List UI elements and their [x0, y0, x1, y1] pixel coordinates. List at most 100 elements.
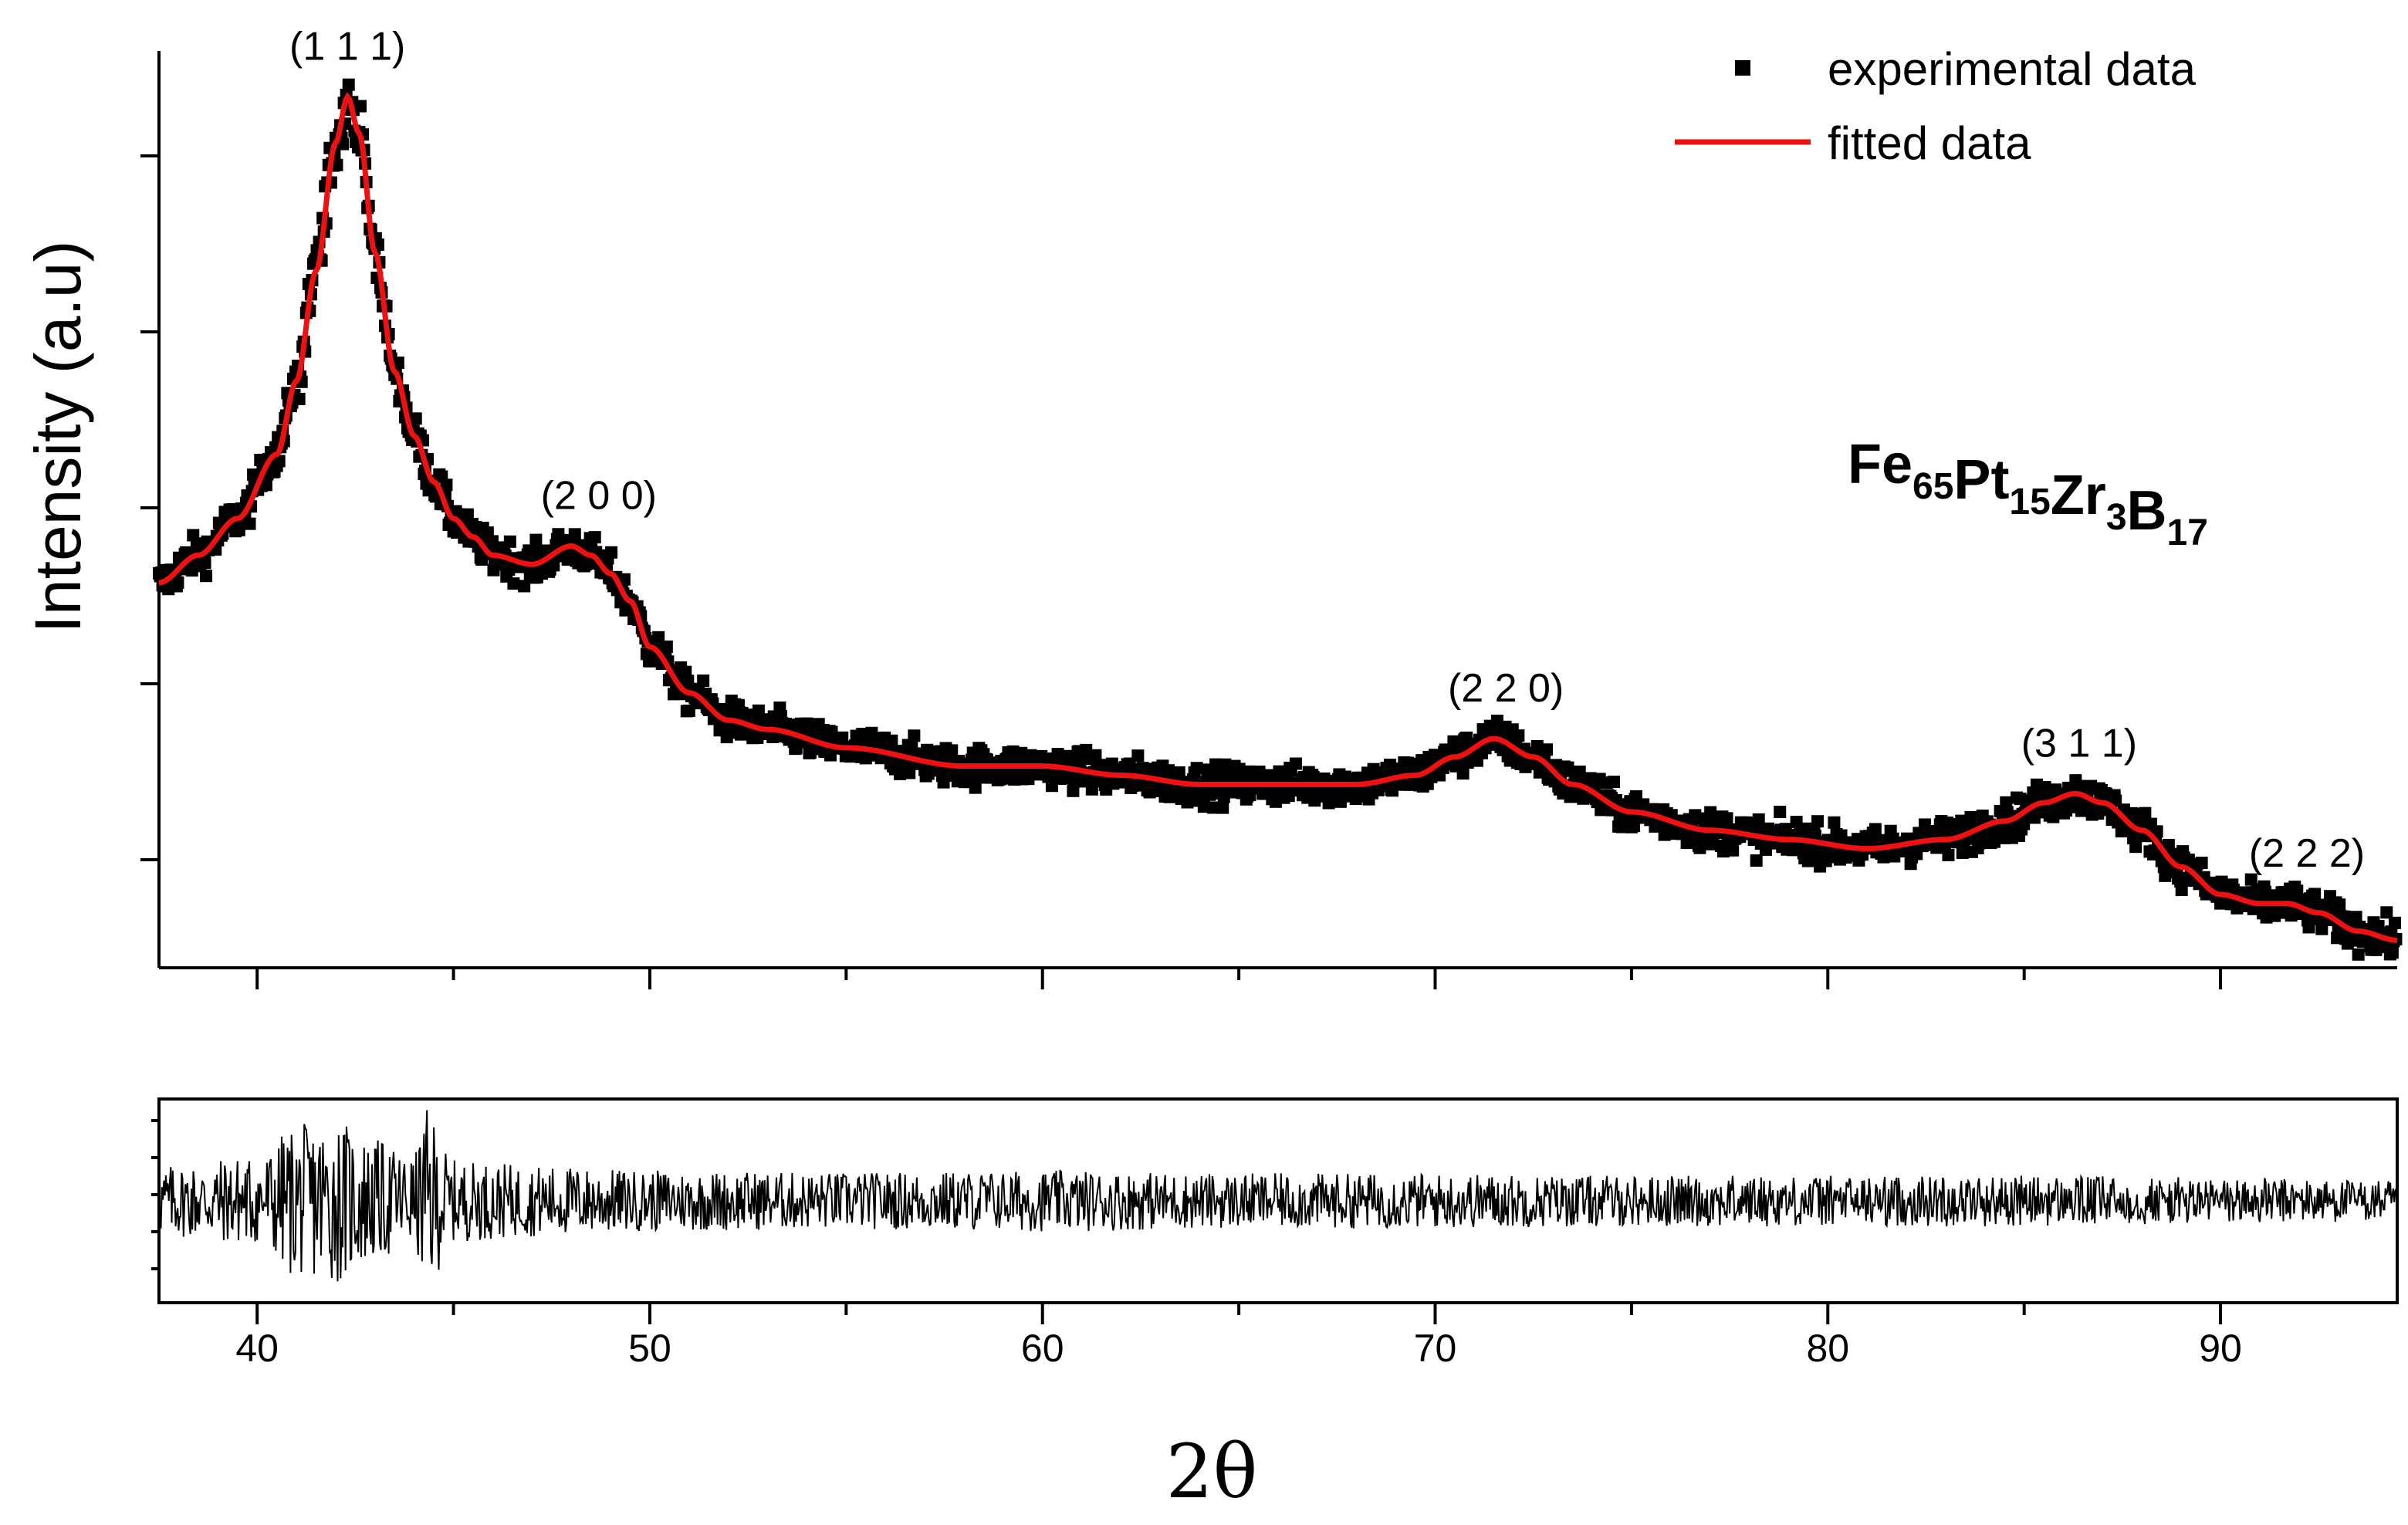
- experimental-point: [1790, 816, 1803, 829]
- experimental-point: [1216, 801, 1229, 814]
- experimental-point: [2000, 796, 2013, 809]
- peak-label: (3 1 1): [2021, 721, 2137, 766]
- formula-element: Pt: [1953, 449, 2009, 511]
- peak-label: (2 2 0): [1448, 666, 1564, 711]
- experimental-point: [1720, 812, 1733, 825]
- experimental-point: [908, 729, 921, 742]
- experimental-point: [945, 744, 959, 757]
- experimental-point: [171, 576, 184, 589]
- experimental-point: [2333, 898, 2346, 911]
- x-tick-label: 90: [2199, 1327, 2242, 1370]
- experimental-point: [885, 734, 898, 747]
- experimental-point: [652, 631, 665, 644]
- experimental-point: [198, 556, 211, 570]
- experimental-point: [969, 781, 982, 794]
- experimental-point: [1089, 749, 1102, 762]
- formula-element: Fe: [1848, 434, 1913, 495]
- legend-marker-experimental: [1735, 60, 1750, 76]
- experimental-point: [660, 640, 673, 653]
- peak-label: (2 0 0): [541, 474, 657, 519]
- residual-line: [158, 1110, 2397, 1282]
- x-tick-label: 70: [1414, 1327, 1457, 1370]
- experimental-point: [1197, 800, 1210, 813]
- experimental-point: [836, 731, 849, 744]
- experimental-point: [1067, 784, 1080, 797]
- experimental-point: [1828, 816, 1841, 829]
- experimental-point: [2175, 884, 2188, 897]
- x-axis-label: 2θ: [1166, 1429, 1258, 1515]
- formula-element: Zr: [2051, 465, 2106, 526]
- experimental-point: [529, 533, 543, 546]
- experimental-point: [1752, 813, 1765, 826]
- experimental-point: [330, 158, 343, 171]
- experimental-point: [440, 478, 453, 492]
- peak-label: (1 1 1): [289, 24, 405, 69]
- experimental-point: [1456, 767, 1469, 780]
- x-tick-label: 50: [628, 1327, 671, 1370]
- experimental-point: [697, 675, 710, 688]
- legend: experimental data fitted data: [1675, 43, 2197, 169]
- x-tick-label: 40: [235, 1327, 279, 1370]
- experimental-point: [2388, 916, 2401, 929]
- experimental-point: [518, 580, 531, 593]
- residual-frame: [157, 1097, 2399, 1304]
- experimental-point: [200, 570, 213, 583]
- experimental-point: [1512, 729, 1525, 742]
- experimental-point: [1759, 843, 1772, 856]
- experimental-point: [391, 357, 404, 370]
- experimental-point: [1172, 766, 1185, 779]
- experimental-point: [342, 78, 355, 91]
- experimental-point: [1131, 749, 1145, 762]
- experimental-point: [2386, 946, 2399, 959]
- experimental-point: [1693, 841, 1706, 854]
- legend-label-fitted: fitted data: [1828, 117, 2031, 169]
- experimental-point: [503, 535, 516, 548]
- experimental-point: [293, 392, 306, 405]
- peak-label: (2 2 2): [2249, 831, 2365, 876]
- experimental-point: [2139, 806, 2152, 820]
- formula-subscript: 3: [2106, 497, 2127, 538]
- experimental-point: [1190, 762, 1203, 775]
- sample-formula: Fe65Pt15Zr3B17: [1848, 434, 2208, 553]
- x-tick-label: 80: [1806, 1327, 1849, 1370]
- x-tick-label: 60: [1021, 1327, 1064, 1370]
- experimental-point: [568, 528, 581, 541]
- peak-labels: (1 1 1) (2 0 0) (2 2 0) (3 1 1) (2 2 2): [289, 24, 2365, 875]
- experimental-point: [1217, 790, 1230, 803]
- experimental-point: [2244, 873, 2258, 886]
- experimental-point: [1541, 743, 1553, 756]
- formula-subscript: 17: [2167, 512, 2208, 553]
- experimental-point: [272, 455, 286, 468]
- experimental-point: [507, 577, 520, 590]
- experimental-point: [461, 508, 474, 521]
- legend-label-experimental: experimental data: [1828, 43, 2197, 95]
- experimental-point: [1573, 765, 1586, 778]
- experimental-point: [2349, 911, 2362, 924]
- experimental-point: [409, 412, 422, 425]
- formula-subscript: 65: [1913, 466, 1953, 507]
- experimental-point: [2195, 857, 2208, 870]
- experimental-point: [2017, 817, 2031, 830]
- experimental-point: [1289, 757, 1302, 770]
- experimental-point: [2352, 948, 2365, 961]
- experimental-point: [1253, 765, 1266, 778]
- formula-subscript: 15: [2009, 482, 2050, 522]
- experimental-point: [1233, 762, 1246, 776]
- experimental-point: [2129, 840, 2143, 854]
- experimental-point: [1774, 806, 1787, 819]
- experimental-point: [1869, 823, 1882, 836]
- fitted-data-line: [158, 92, 2398, 943]
- experimental-point: [588, 531, 601, 544]
- experimental-point: [485, 535, 499, 548]
- y-axis-label: Intensity (a.u): [22, 241, 94, 634]
- experimental-point: [2308, 888, 2322, 901]
- residual-plot-panel: 40 50 60 70 80 90 2θ: [151, 1097, 2399, 1515]
- experimental-point: [1811, 815, 1825, 828]
- experimental-point: [354, 100, 367, 113]
- residual-x-ticks: 40 50 60 70 80 90: [235, 1303, 2242, 1370]
- experimental-point: [1942, 848, 1955, 861]
- experimental-point: [1750, 854, 1763, 867]
- main-x-ticks: [255, 968, 2223, 989]
- formula-element: B: [2127, 480, 2167, 542]
